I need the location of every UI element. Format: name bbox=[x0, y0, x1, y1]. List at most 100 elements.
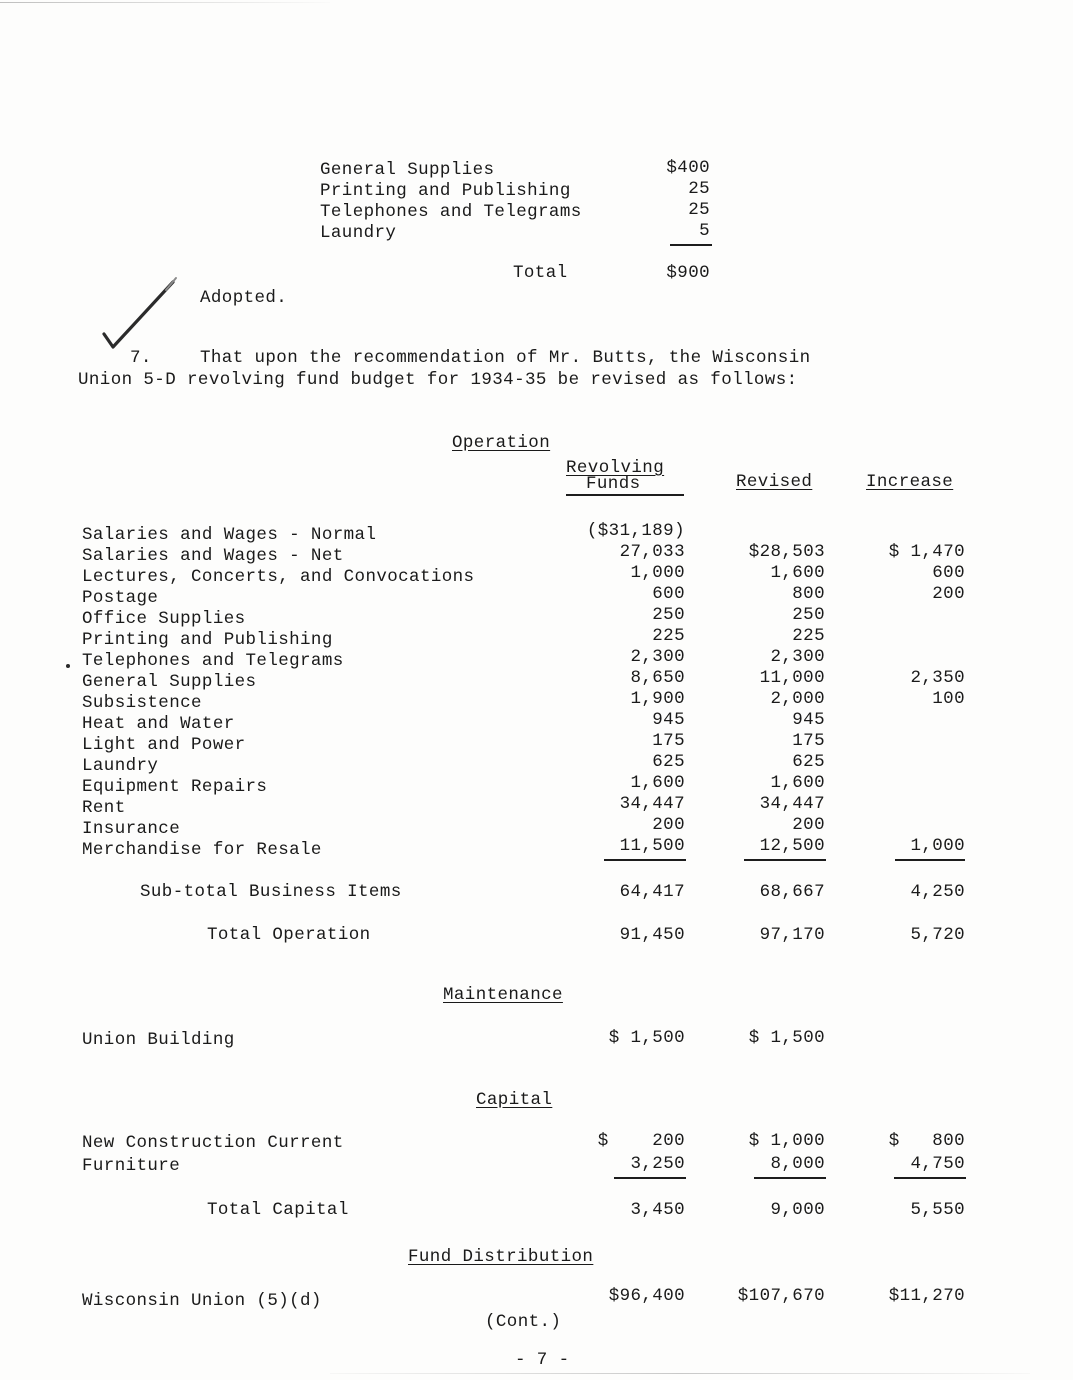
subtotal-label-total-operation: Total Operation bbox=[207, 925, 371, 945]
top-list-total-rule bbox=[670, 244, 712, 246]
top-list-label-0: General Supplies bbox=[320, 160, 495, 180]
table-row-increase: $11,270 bbox=[888, 1286, 965, 1306]
table-row-label: Telephones and Telegrams bbox=[82, 651, 344, 671]
table-row-revolving: 600 bbox=[652, 584, 685, 604]
scan-edge-line-bottom bbox=[330, 1373, 1030, 1374]
subtotal-revised: 68,667 bbox=[759, 882, 825, 902]
subtotal-revised: 9,000 bbox=[770, 1200, 825, 1220]
section-title-operation: Operation bbox=[452, 433, 551, 453]
table-row-revised: 12,500 bbox=[759, 836, 825, 856]
table-row-label: Rent bbox=[82, 798, 126, 818]
table-row-revised: $107,670 bbox=[737, 1286, 825, 1306]
subtotal-revolving: 3,450 bbox=[630, 1200, 685, 1220]
table-row-revised: 250 bbox=[792, 605, 825, 625]
table-row-revolving: 945 bbox=[652, 710, 685, 730]
table-row-label: Lectures, Concerts, and Convocations bbox=[82, 567, 475, 587]
table-row-revolving: 3,250 bbox=[630, 1154, 685, 1174]
table-row-label: Light and Power bbox=[82, 735, 246, 755]
top-list-amount-2: 25 bbox=[688, 200, 710, 220]
table-row-increase: 100 bbox=[932, 689, 965, 709]
table-row-revolving: 27,033 bbox=[619, 542, 685, 562]
subtotal-label-total-capital: Total Capital bbox=[207, 1200, 349, 1220]
table-row-revolving: ($31,189) bbox=[586, 521, 685, 541]
table-row-revised: 200 bbox=[792, 815, 825, 835]
table-row-increase: 200 bbox=[932, 584, 965, 604]
top-list-label-3: Laundry bbox=[320, 223, 397, 243]
table-row-label: Office Supplies bbox=[82, 609, 246, 629]
table-row-revised: $ 1,000 bbox=[748, 1131, 825, 1151]
table-row-revised: $ 1,500 bbox=[748, 1028, 825, 1048]
top-list-amount-3: 5 bbox=[699, 221, 710, 241]
table-row-label: New Construction Current bbox=[82, 1133, 344, 1153]
column-header-revised: Revised bbox=[736, 472, 813, 492]
section-title-capital: Capital bbox=[476, 1090, 553, 1110]
table-row-revolving: 1,000 bbox=[630, 563, 685, 583]
table-row-revolving: 175 bbox=[652, 731, 685, 751]
table-row-label: Wisconsin Union (5)(d) bbox=[82, 1291, 322, 1311]
table-row-revolving: 625 bbox=[652, 752, 685, 772]
table-row-revolving: $ 200 bbox=[597, 1131, 685, 1151]
subtotal-increase: 5,550 bbox=[910, 1200, 965, 1220]
table-row-label: Laundry bbox=[82, 756, 159, 776]
table-row-revolving: 1,900 bbox=[630, 689, 685, 709]
continuation-note: (Cont.) bbox=[485, 1312, 562, 1332]
subtotal-revolving: 91,450 bbox=[619, 925, 685, 945]
table-row-revised: 1,600 bbox=[770, 773, 825, 793]
table-row-revised: 34,447 bbox=[759, 794, 825, 814]
table-row-revolving: $ 1,500 bbox=[608, 1028, 685, 1048]
stray-ink-mark bbox=[66, 664, 70, 668]
table-row-revised: 175 bbox=[792, 731, 825, 751]
capital-rule-revised bbox=[754, 1177, 826, 1179]
table-row-increase: 4,750 bbox=[910, 1154, 965, 1174]
table-row-label: Postage bbox=[82, 588, 159, 608]
table-row-revolving: $96,400 bbox=[608, 1286, 685, 1306]
table-row-label: Equipment Repairs bbox=[82, 777, 268, 797]
top-list-amount-1: 25 bbox=[688, 179, 710, 199]
subtotal-rule-revolving bbox=[604, 859, 686, 861]
table-row-increase: 2,350 bbox=[910, 668, 965, 688]
column-header-increase: Increase bbox=[866, 472, 954, 492]
subtotal-rule-revised bbox=[744, 859, 826, 861]
section-title-maintenance: Maintenance bbox=[443, 985, 563, 1005]
scan-edge-line-top bbox=[0, 2, 330, 3]
table-row-revolving: 250 bbox=[652, 605, 685, 625]
resolution-line-2: Union 5-D revolving fund budget for 1934… bbox=[78, 370, 798, 390]
table-row-label: Subsistence bbox=[82, 693, 202, 713]
table-row-increase: 1,000 bbox=[910, 836, 965, 856]
subtotal-increase: 4,250 bbox=[910, 882, 965, 902]
table-row-revolving: 8,650 bbox=[630, 668, 685, 688]
table-row-revised: 2,000 bbox=[770, 689, 825, 709]
table-row-revised: 11,000 bbox=[759, 668, 825, 688]
table-row-revolving: 1,600 bbox=[630, 773, 685, 793]
table-row-revised: $28,503 bbox=[748, 542, 825, 562]
table-row-revised: 2,300 bbox=[770, 647, 825, 667]
resolution-line-1: That upon the recommendation of Mr. Butt… bbox=[200, 348, 811, 368]
subtotal-label-business-items: Sub-total Business Items bbox=[140, 882, 402, 902]
table-row-revised: 8,000 bbox=[770, 1154, 825, 1174]
subtotal-rule-increase bbox=[895, 859, 965, 861]
table-row-label: Merchandise for Resale bbox=[82, 840, 322, 860]
subtotal-increase: 5,720 bbox=[910, 925, 965, 945]
table-row-label: Salaries and Wages - Normal bbox=[82, 525, 377, 545]
capital-rule-revolving bbox=[614, 1177, 686, 1179]
table-row-revised: 800 bbox=[792, 584, 825, 604]
top-list-total-label: Total bbox=[513, 263, 568, 283]
page-number: - 7 - bbox=[515, 1350, 570, 1370]
table-row-revolving: 11,500 bbox=[619, 836, 685, 856]
section-title-fund-distribution: Fund Distribution bbox=[408, 1247, 594, 1267]
table-row-revolving: 34,447 bbox=[619, 794, 685, 814]
table-row-revised: 225 bbox=[792, 626, 825, 646]
table-row-revised: 945 bbox=[792, 710, 825, 730]
top-list-amount-0: $400 bbox=[666, 158, 710, 178]
table-row-label: Insurance bbox=[82, 819, 181, 839]
top-list-label-2: Telephones and Telegrams bbox=[320, 202, 582, 222]
table-row-label: Heat and Water bbox=[82, 714, 235, 734]
table-row-revised: 625 bbox=[792, 752, 825, 772]
top-list-label-1: Printing and Publishing bbox=[320, 181, 571, 201]
capital-rule-increase bbox=[894, 1177, 966, 1179]
resolution-number: 7. bbox=[130, 348, 152, 368]
column-header-revolving-funds-line1: Revolving bbox=[566, 458, 665, 478]
adopted-note: Adopted. bbox=[200, 288, 288, 308]
table-row-revised: 1,600 bbox=[770, 563, 825, 583]
